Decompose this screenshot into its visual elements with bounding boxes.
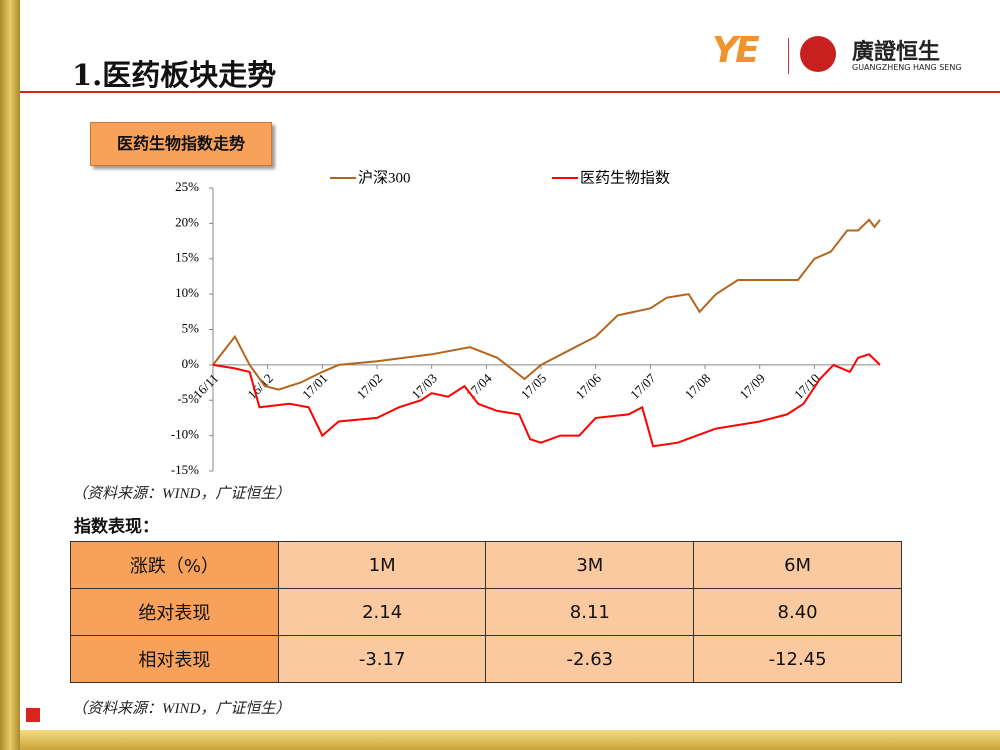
header-rule: [20, 91, 1000, 93]
table-source: （资料来源：WIND，广证恒生）: [72, 701, 291, 717]
cell: 2.14: [277, 588, 487, 636]
cell: 1M: [277, 541, 487, 589]
x-tick-label: 17/05: [518, 371, 550, 403]
title: 1.医药板块走势: [72, 58, 277, 92]
logo-sub: GUANGZHENG HANG SENG: [852, 63, 962, 72]
x-tick-label: 17/04: [463, 370, 495, 402]
cell: 6M: [693, 541, 902, 589]
y-tick-label: 10%: [175, 285, 199, 300]
table-title: 指数表现：: [74, 517, 159, 537]
x-tick-label: 17/09: [736, 371, 768, 403]
y-tick-label: -10%: [171, 427, 199, 442]
cell: 涨跌（%）: [70, 541, 279, 589]
y-tick-label: 25%: [175, 179, 199, 194]
cell: 8.40: [693, 588, 902, 636]
x-tick-label: 17/07: [627, 370, 659, 402]
cell: -3.17: [277, 635, 487, 683]
chart-source: （资料来源：WIND，广证恒生）: [72, 486, 291, 502]
cell: -12.45: [693, 635, 902, 683]
cell: 相对表现: [70, 635, 279, 683]
y-tick-label: 5%: [182, 320, 200, 335]
y-tick-label: 20%: [175, 214, 199, 229]
table-header: 涨跌（%） 1M 3M 6M: [70, 541, 902, 589]
left-stripe: [0, 0, 20, 750]
legend-label: 医药生物指数: [580, 169, 670, 186]
cell: 8.11: [485, 588, 695, 636]
x-tick-label: 16/12: [244, 371, 276, 403]
legend-label: 沪深300: [358, 169, 411, 186]
logo-divider: [788, 38, 789, 74]
table: 涨跌（%） 1M 3M 6M 绝对表现 2.14 8.11 8.40 相对表现 …: [70, 541, 902, 683]
cell: 绝对表现: [70, 588, 279, 636]
y-tick-label: 15%: [175, 250, 199, 265]
section-label: 医药生物指数走势: [90, 122, 272, 166]
line: [212, 353, 881, 448]
cell: 3M: [485, 541, 695, 589]
chart: -15% -10% -5% 0% 5% 10% 15% 20% 25% 16/11 16/12 17/…: [171, 169, 881, 477]
logo-name: 廣證恒生: [852, 40, 941, 65]
line: [212, 218, 881, 391]
y-tick-label: -5%: [177, 391, 199, 406]
y-tick-label: 0%: [182, 356, 200, 371]
logo-seal: [800, 36, 836, 72]
x-tick-label: 17/08: [682, 371, 714, 403]
corner-square: [26, 708, 40, 722]
x-tick-label: 17/02: [354, 371, 386, 403]
x-tick-label: 16/11: [190, 371, 221, 402]
bottom-stripe: [20, 730, 1000, 750]
table-row: 绝对表现 2.14 8.11 8.40: [70, 588, 902, 636]
x-tick-label: 17/06: [572, 370, 604, 402]
logo-mark: YE: [712, 30, 760, 71]
cell: -2.63: [485, 635, 695, 683]
y-tick-label: -15%: [171, 462, 199, 477]
table-row: 相对表现 -3.17 -2.63 -12.45: [70, 635, 902, 683]
